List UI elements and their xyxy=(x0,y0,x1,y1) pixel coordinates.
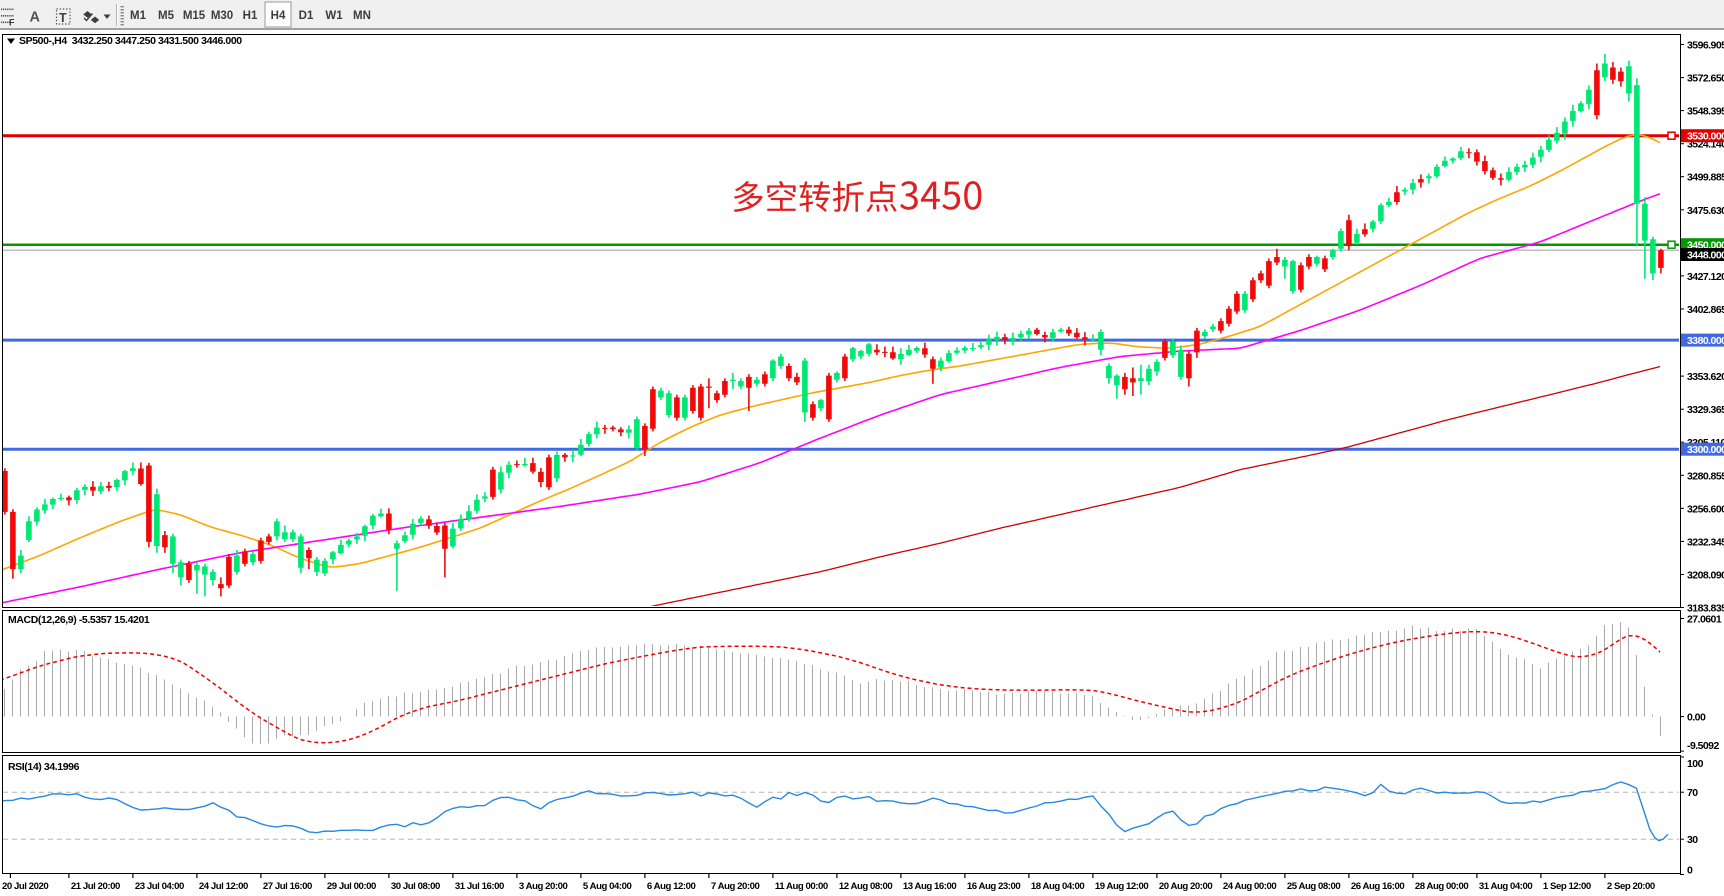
svg-text:23 Jul 04:00: 23 Jul 04:00 xyxy=(135,881,184,892)
svg-text:7 Aug 20:00: 7 Aug 20:00 xyxy=(711,881,760,892)
svg-text:3353.620: 3353.620 xyxy=(1687,371,1724,383)
svg-text:11 Aug 00:00: 11 Aug 00:00 xyxy=(775,881,828,892)
svg-text:3300.000: 3300.000 xyxy=(1687,444,1724,456)
svg-text:3548.395: 3548.395 xyxy=(1687,106,1724,118)
svg-text:H1: H1 xyxy=(243,10,258,22)
svg-text:3329.365: 3329.365 xyxy=(1687,404,1724,416)
svg-text:0.00: 0.00 xyxy=(1687,712,1706,724)
svg-text:T: T xyxy=(59,11,67,25)
svg-text:RSI(14) 34.1996: RSI(14) 34.1996 xyxy=(8,761,80,773)
svg-text:20 Jul 2020: 20 Jul 2020 xyxy=(2,881,48,892)
svg-text:24 Aug 00:00: 24 Aug 00:00 xyxy=(1223,881,1277,892)
svg-text:W1: W1 xyxy=(325,10,343,22)
svg-text:3256.600: 3256.600 xyxy=(1687,503,1724,515)
svg-text:100: 100 xyxy=(1687,758,1704,770)
svg-text:F: F xyxy=(9,18,15,28)
svg-text:H4: H4 xyxy=(271,10,286,22)
svg-text:30 Jul 08:00: 30 Jul 08:00 xyxy=(391,881,440,892)
svg-text:12 Aug 08:00: 12 Aug 08:00 xyxy=(839,881,893,892)
svg-text:3183.835: 3183.835 xyxy=(1687,603,1724,615)
svg-text:3427.120: 3427.120 xyxy=(1687,271,1724,283)
svg-text:3475.630: 3475.630 xyxy=(1687,205,1724,217)
svg-text:A: A xyxy=(30,10,41,26)
svg-text:27.0601: 27.0601 xyxy=(1687,614,1722,626)
svg-text:3232.345: 3232.345 xyxy=(1687,536,1724,548)
svg-text:25 Aug 08:00: 25 Aug 08:00 xyxy=(1287,881,1341,892)
svg-text:70: 70 xyxy=(1687,787,1698,799)
svg-text:29 Jul 00:00: 29 Jul 00:00 xyxy=(327,881,376,892)
svg-text:13 Aug 16:00: 13 Aug 16:00 xyxy=(903,881,957,892)
svg-text:M1: M1 xyxy=(130,10,147,22)
svg-text:M5: M5 xyxy=(158,10,175,22)
svg-text:D1: D1 xyxy=(299,10,314,22)
svg-text:3499.885: 3499.885 xyxy=(1687,172,1724,184)
svg-text:28 Aug 00:00: 28 Aug 00:00 xyxy=(1415,881,1469,892)
svg-text:30: 30 xyxy=(1687,834,1698,846)
svg-text:3448.000: 3448.000 xyxy=(1687,250,1724,262)
svg-text:18 Aug 04:00: 18 Aug 04:00 xyxy=(1031,881,1085,892)
svg-text:1 Sep 12:00: 1 Sep 12:00 xyxy=(1543,881,1591,892)
svg-text:3380.000: 3380.000 xyxy=(1687,335,1724,347)
svg-text:3 Aug 20:00: 3 Aug 20:00 xyxy=(519,881,568,892)
svg-text:20 Aug 20:00: 20 Aug 20:00 xyxy=(1159,881,1213,892)
svg-text:M30: M30 xyxy=(211,10,233,22)
svg-text:MACD(12,26,9) -5.5357 15.4201: MACD(12,26,9) -5.5357 15.4201 xyxy=(8,614,150,626)
svg-text:-9.5092: -9.5092 xyxy=(1687,740,1719,752)
svg-text:MN: MN xyxy=(353,10,371,22)
svg-text:26 Aug 16:00: 26 Aug 16:00 xyxy=(1351,881,1405,892)
svg-text:31 Aug 04:00: 31 Aug 04:00 xyxy=(1479,881,1533,892)
svg-text:19 Aug 12:00: 19 Aug 12:00 xyxy=(1095,881,1149,892)
svg-text:24 Jul 12:00: 24 Jul 12:00 xyxy=(199,881,248,892)
svg-text:3402.865: 3402.865 xyxy=(1687,304,1724,316)
svg-text:3280.855: 3280.855 xyxy=(1687,470,1724,482)
svg-text:3530.000: 3530.000 xyxy=(1687,131,1724,143)
svg-text:21 Jul 20:00: 21 Jul 20:00 xyxy=(71,881,120,892)
svg-text:31 Jul 16:00: 31 Jul 16:00 xyxy=(455,881,504,892)
svg-text:M15: M15 xyxy=(183,10,206,22)
svg-text:2 Sep 20:00: 2 Sep 20:00 xyxy=(1607,881,1655,892)
svg-text:3208.090: 3208.090 xyxy=(1687,570,1724,582)
svg-text:0: 0 xyxy=(1687,865,1693,877)
svg-text:SP500-,H4 3432.250 3447.250 3: SP500-,H4 3432.250 3447.250 3431.500 344… xyxy=(19,35,242,47)
svg-text:3572.650: 3572.650 xyxy=(1687,73,1724,85)
svg-text:6 Aug 12:00: 6 Aug 12:00 xyxy=(647,881,696,892)
svg-text:27 Jul 16:00: 27 Jul 16:00 xyxy=(263,881,312,892)
svg-text:16 Aug 23:00: 16 Aug 23:00 xyxy=(967,881,1021,892)
svg-text:3596.905: 3596.905 xyxy=(1687,40,1724,52)
svg-text:5 Aug 04:00: 5 Aug 04:00 xyxy=(583,881,632,892)
